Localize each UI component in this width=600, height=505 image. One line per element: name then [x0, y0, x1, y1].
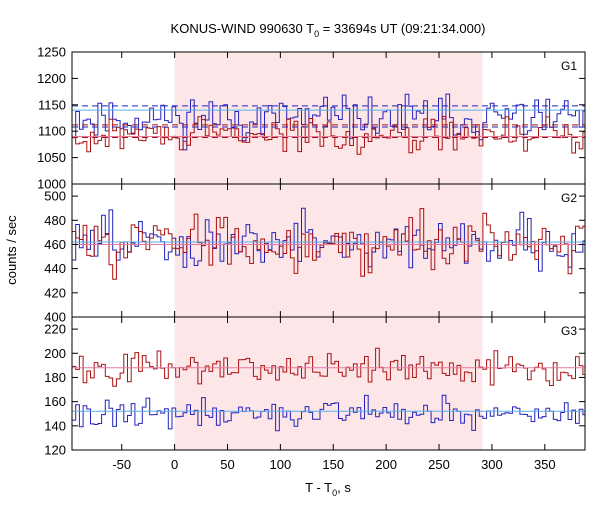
- x-tick-label: -50: [112, 457, 131, 472]
- shaded-interval-g3: [174, 317, 483, 450]
- x-tick-label: 150: [322, 457, 344, 472]
- y-tick-label: 120: [44, 443, 66, 458]
- x-tick-label: 200: [375, 457, 397, 472]
- y-tick-label: 460: [44, 237, 66, 252]
- panel-label-g2: G2: [561, 191, 577, 205]
- x-tick-label: 250: [428, 457, 450, 472]
- x-tick-label: 350: [534, 457, 556, 472]
- shaded-interval-g1: [174, 52, 483, 184]
- series-red-g3: [72, 347, 585, 387]
- y-tick-label: 1050: [37, 150, 66, 165]
- y-tick-label: 1200: [37, 71, 66, 86]
- y-tick-label: 160: [44, 394, 66, 409]
- y-tick-label: 1000: [37, 177, 66, 192]
- y-tick-label: 180: [44, 370, 66, 385]
- y-tick-label: 1100: [38, 124, 66, 139]
- x-tick-label: 0: [171, 457, 178, 472]
- panel-label-g1: G1: [561, 59, 577, 73]
- y-axis-label: counts / sec: [4, 215, 19, 285]
- y-tick-label: 140: [44, 418, 66, 433]
- y-tick-label: 200: [44, 346, 66, 361]
- shaded-interval-g2: [174, 184, 483, 317]
- x-tick-label: 300: [481, 457, 503, 472]
- x-tick-label: 100: [270, 457, 292, 472]
- series-blue-g3: [72, 394, 585, 432]
- chart-title: KONUS-WIND 990630 T0 = 33694s UT (09:21:…: [171, 21, 486, 39]
- y-tick-label: 220: [44, 322, 66, 337]
- y-tick-label: 400: [44, 310, 66, 325]
- x-axis-label: T - T0, s: [305, 480, 351, 498]
- y-tick-label: 420: [44, 285, 66, 300]
- series-blue-g2: [72, 207, 585, 272]
- y-tick-label: 480: [44, 213, 66, 228]
- series-blue-g1: [72, 93, 585, 151]
- panel-frame-g3: [71, 316, 586, 451]
- panel-label-g3: G3: [561, 324, 577, 338]
- y-tick-label: 1150: [38, 97, 66, 112]
- x-tick-label: 50: [220, 457, 234, 472]
- y-tick-label: 1250: [37, 45, 66, 60]
- series-red-g2: [72, 208, 585, 280]
- y-tick-label: 500: [44, 189, 66, 204]
- y-tick-label: 440: [44, 261, 66, 276]
